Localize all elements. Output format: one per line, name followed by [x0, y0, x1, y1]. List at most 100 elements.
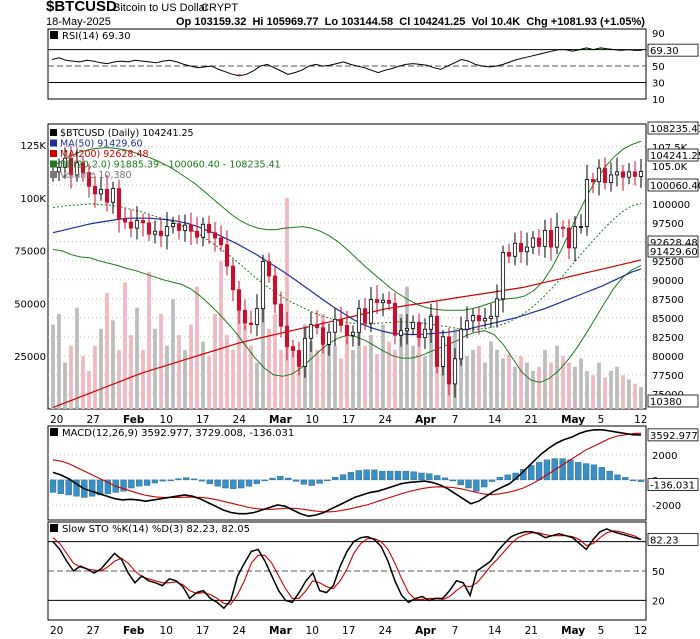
volume-bar — [99, 328, 103, 409]
macd-histogram-bar — [630, 479, 637, 482]
candle-body — [386, 299, 392, 304]
macd-hist-value-tag: -136.031 — [650, 481, 695, 492]
candle-body — [320, 327, 326, 345]
macd-histogram-bar — [410, 471, 417, 481]
macd-histogram-bar — [582, 463, 590, 481]
x-axis-label: 10 — [306, 625, 319, 637]
candle-body — [464, 320, 470, 330]
macd-histogram-bar — [96, 479, 104, 496]
candle-body — [482, 318, 488, 322]
macd-histogram-bar — [590, 464, 598, 481]
volume-bar — [369, 335, 373, 409]
candle-body — [194, 230, 200, 238]
low-label: Lo — [324, 16, 339, 28]
price-value-tag: 91429.60 — [650, 247, 698, 258]
price-tick-label: 90000 — [652, 276, 684, 287]
volume-bar — [519, 356, 523, 409]
candle-body — [344, 324, 350, 336]
candle-body — [542, 229, 548, 247]
volume-tick-label: 50000 — [14, 299, 46, 310]
x-axis-label: 10 — [306, 414, 319, 426]
volume-bar — [579, 358, 583, 409]
macd-histogram-bar — [473, 479, 480, 492]
volume-bar — [279, 349, 283, 409]
candle-body — [578, 226, 584, 229]
price-tick-label: 82500 — [652, 333, 684, 344]
candle-body — [248, 322, 254, 326]
price-tick-label: 100000 — [652, 200, 690, 211]
macd-histogram-bar — [183, 477, 190, 481]
volume-bar — [507, 354, 511, 409]
x-axis-label: 17 — [196, 414, 209, 426]
open-label: Op — [176, 16, 192, 28]
candle-body — [566, 227, 572, 249]
candle-body — [176, 223, 182, 231]
macd-histogram-bar — [292, 479, 300, 482]
price-tick-label: 107.5K — [652, 143, 688, 154]
volume-bar — [585, 371, 589, 409]
volume-bar — [363, 345, 367, 409]
volume-bar — [147, 271, 151, 409]
x-axis-label: 20 — [50, 625, 63, 637]
volume-bar — [549, 362, 553, 409]
volume-bar — [537, 366, 541, 409]
candle-body — [212, 232, 218, 239]
volume-bar — [231, 349, 235, 409]
change-value: +1081.93 (+1.05%) — [550, 16, 645, 28]
candle-body — [284, 325, 290, 348]
candle-body — [218, 237, 224, 246]
macd-histogram-bar — [434, 475, 441, 481]
volume-bar — [495, 349, 499, 409]
volume-bar — [543, 349, 547, 409]
candle-body — [590, 179, 596, 183]
macd-histogram-bar — [528, 465, 535, 481]
volume-bar — [627, 379, 631, 409]
candle-body — [296, 350, 302, 367]
candle-body — [530, 237, 536, 248]
candle-body — [338, 318, 344, 326]
candle-body — [104, 188, 110, 203]
volume-bar — [387, 341, 391, 409]
volume-bar — [291, 345, 295, 409]
quote-line: Op 103159.32 Hi 105969.77 Lo 103144.58 C… — [176, 16, 645, 28]
price-legend-swatch — [50, 129, 57, 136]
volume-bar — [105, 292, 109, 409]
x-axis-label: 20 — [50, 414, 63, 426]
candle-body — [554, 226, 560, 248]
volume-bar — [597, 362, 601, 409]
candle-body — [602, 167, 608, 183]
rsi-value-tag: 69.30 — [650, 46, 679, 57]
candle-body — [500, 252, 506, 300]
candle-body — [290, 346, 296, 351]
close-value: 104241.25 — [413, 16, 466, 28]
candle-body — [374, 299, 380, 303]
macd-histogram-bar — [49, 479, 57, 493]
candle-body — [134, 220, 140, 229]
candle-body — [536, 237, 542, 247]
stochastic-legend: Slow STO %K(14) %D(3) 82.23, 82.05 — [62, 524, 250, 535]
x-axis-label: 17 — [342, 625, 355, 637]
volume-bar — [357, 320, 361, 409]
volume-bar — [441, 345, 445, 409]
macd-histogram-bar — [441, 477, 449, 481]
candle-body — [140, 220, 146, 224]
price-tick-label: 87500 — [652, 295, 684, 306]
volume-bar — [201, 341, 205, 409]
candle-body — [302, 337, 308, 367]
volume-bar — [75, 307, 79, 409]
x-axis-label: 17 — [342, 414, 355, 426]
volume-bar — [561, 356, 565, 409]
macd-histogram-bar — [206, 479, 213, 485]
macd-histogram-bar — [339, 474, 347, 481]
macd-histogram-bar — [402, 470, 409, 481]
volume-bar — [297, 356, 301, 409]
volume-tick-label: 25000 — [14, 352, 46, 363]
price-legend-item: Volume 10,380 — [60, 170, 132, 181]
volume-bar — [459, 345, 463, 409]
macd-histogram-bar — [230, 479, 237, 489]
candle-body — [92, 185, 98, 195]
macd-histogram-bar — [253, 479, 260, 484]
volume-bar — [525, 362, 529, 409]
volume-bar — [141, 349, 145, 409]
